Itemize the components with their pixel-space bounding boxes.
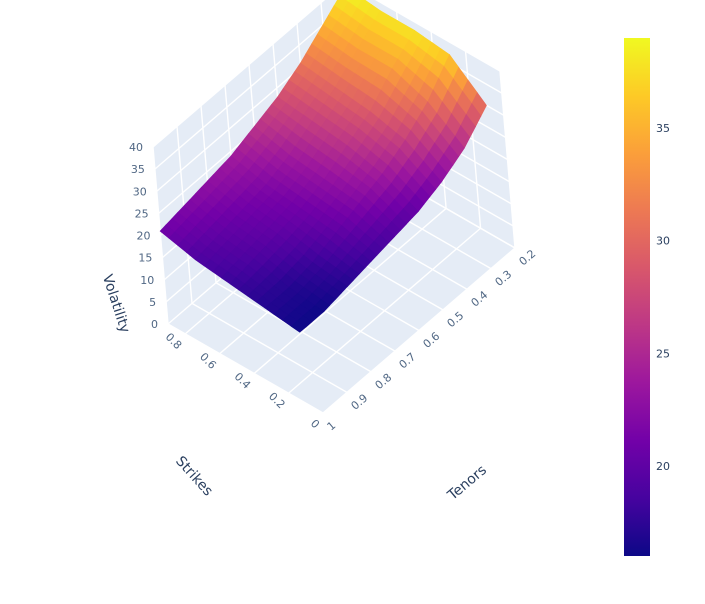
- x-tick-label: 0.8: [373, 371, 395, 392]
- z-tick-label: 25: [135, 207, 149, 220]
- grid-line-y: [253, 207, 447, 374]
- y-tick-label: 0.8: [163, 330, 185, 352]
- surface-layer: [159, 0, 487, 333]
- y-axis-title: Strikes: [172, 453, 216, 499]
- z-tick-label: 5: [149, 296, 156, 309]
- grid-line-y: [322, 247, 516, 414]
- x-tick-label: 0.9: [349, 391, 371, 412]
- y-tick-label: 0: [308, 417, 322, 431]
- grid-line-z: [374, 0, 501, 72]
- grid-line-x: [167, 323, 324, 414]
- grid-line-y: [499, 70, 516, 249]
- z-tick-label: 40: [129, 141, 143, 154]
- z-tick-label: 30: [133, 185, 147, 198]
- x-tick-label: 0.4: [469, 288, 491, 309]
- grid-line-x: [152, 146, 169, 325]
- colorbar-tick-label: 20: [656, 460, 670, 473]
- y-tick-label: 0.4: [232, 370, 254, 392]
- x-tick-label: 0.6: [421, 330, 443, 351]
- x-tick-label: 0.5: [445, 309, 467, 330]
- x-tick-label: 0.2: [517, 247, 539, 268]
- z-tick-label: 15: [138, 252, 152, 265]
- colorbar-tick-label: 35: [656, 122, 670, 135]
- grid-line-y: [288, 227, 482, 394]
- surface-patch: [290, 320, 307, 333]
- x-tick-label: 0.3: [493, 268, 515, 289]
- x-axis-title: Tenors: [444, 462, 490, 504]
- y-tick-label: 0.6: [197, 350, 219, 372]
- colorbar: [624, 38, 650, 556]
- z-tick-label: 35: [131, 163, 145, 176]
- z-axis-title: Volatility: [99, 273, 133, 335]
- colorbar-tick-label: 25: [656, 347, 670, 360]
- x-tick-label: 0.7: [397, 350, 419, 371]
- grid-line-x: [191, 302, 348, 393]
- z-tick-label: 10: [140, 274, 154, 287]
- x-tick-label: 1: [325, 419, 339, 433]
- y-tick-label: 0.2: [266, 390, 288, 412]
- z-tick-label: 20: [137, 230, 151, 243]
- colorbar-ticks: 20 25 30 35: [656, 122, 670, 473]
- colorbar-tick-label: 30: [656, 235, 670, 248]
- z-tick-label: 0: [151, 318, 158, 331]
